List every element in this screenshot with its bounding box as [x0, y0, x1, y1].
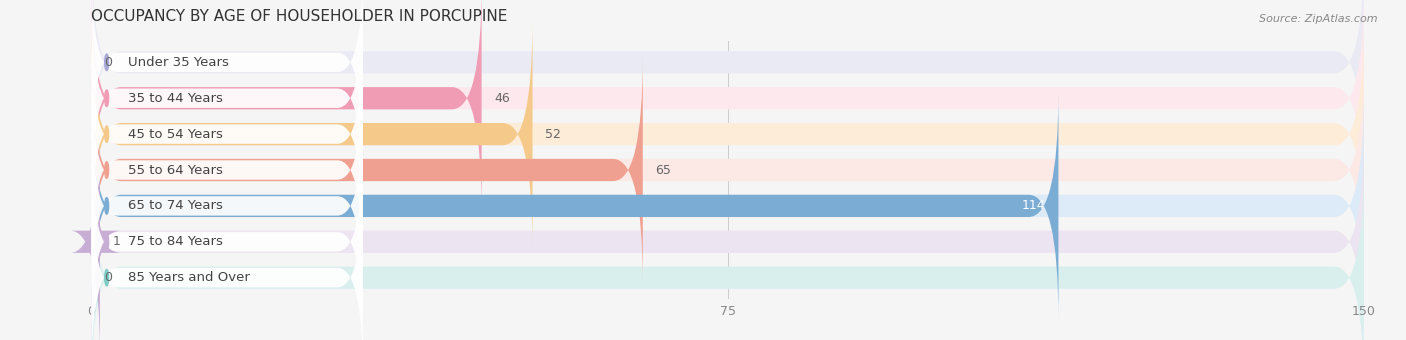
Text: 1: 1	[112, 235, 121, 248]
FancyBboxPatch shape	[91, 91, 1364, 320]
FancyBboxPatch shape	[91, 20, 533, 249]
FancyBboxPatch shape	[91, 0, 1364, 177]
Text: 55 to 64 Years: 55 to 64 Years	[128, 164, 222, 176]
Text: Source: ZipAtlas.com: Source: ZipAtlas.com	[1260, 14, 1378, 24]
Text: OCCUPANCY BY AGE OF HOUSEHOLDER IN PORCUPINE: OCCUPANCY BY AGE OF HOUSEHOLDER IN PORCU…	[91, 9, 508, 24]
Circle shape	[104, 54, 108, 71]
Text: 52: 52	[546, 128, 561, 141]
Text: 85 Years and Over: 85 Years and Over	[128, 271, 250, 284]
FancyBboxPatch shape	[91, 0, 1364, 213]
FancyBboxPatch shape	[91, 91, 1059, 320]
Circle shape	[104, 234, 108, 250]
FancyBboxPatch shape	[91, 127, 1364, 340]
Text: 75 to 84 Years: 75 to 84 Years	[128, 235, 222, 248]
FancyBboxPatch shape	[91, 55, 643, 285]
FancyBboxPatch shape	[91, 144, 363, 340]
Circle shape	[104, 269, 108, 286]
FancyBboxPatch shape	[91, 55, 1364, 285]
Text: 65: 65	[655, 164, 672, 176]
FancyBboxPatch shape	[91, 0, 482, 213]
Text: 35 to 44 Years: 35 to 44 Years	[128, 92, 222, 105]
Text: 45 to 54 Years: 45 to 54 Years	[128, 128, 222, 141]
Circle shape	[104, 126, 108, 142]
FancyBboxPatch shape	[91, 108, 363, 304]
FancyBboxPatch shape	[91, 0, 363, 160]
Text: Under 35 Years: Under 35 Years	[128, 56, 229, 69]
Text: 46: 46	[495, 92, 510, 105]
FancyBboxPatch shape	[91, 72, 363, 268]
Text: 0: 0	[104, 271, 112, 284]
FancyBboxPatch shape	[91, 163, 1364, 340]
Circle shape	[104, 198, 108, 214]
Text: 0: 0	[104, 56, 112, 69]
FancyBboxPatch shape	[91, 36, 363, 232]
Text: 65 to 74 Years: 65 to 74 Years	[128, 199, 222, 212]
FancyBboxPatch shape	[91, 0, 363, 196]
FancyBboxPatch shape	[91, 20, 1364, 249]
Circle shape	[104, 162, 108, 178]
Circle shape	[104, 90, 108, 106]
FancyBboxPatch shape	[70, 127, 121, 340]
FancyBboxPatch shape	[91, 180, 363, 340]
Text: 114: 114	[1022, 199, 1046, 212]
